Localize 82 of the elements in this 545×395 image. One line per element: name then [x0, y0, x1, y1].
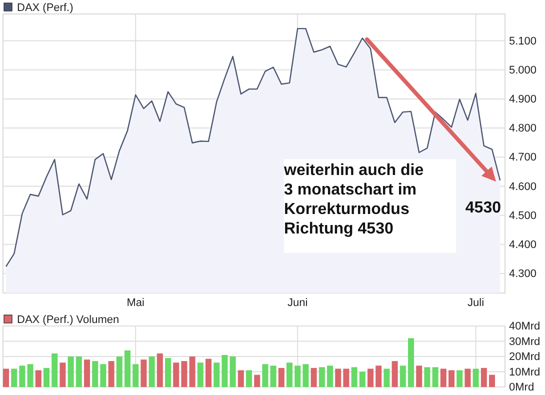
y-tick-label: 5.000 — [509, 64, 537, 76]
bar — [3, 368, 9, 387]
bar — [238, 370, 244, 387]
bar — [318, 367, 325, 387]
y-tick-label: 4.500 — [509, 210, 537, 222]
bar — [165, 358, 171, 387]
y-tick-label: 4.700 — [509, 152, 537, 164]
bar — [52, 353, 58, 387]
bar — [278, 368, 284, 387]
x-tick-label: Juli — [468, 296, 484, 309]
bar — [156, 353, 163, 387]
y-tick-label: 4.900 — [509, 93, 537, 106]
y-tick-label: 0Mrd — [509, 382, 534, 394]
y-tick-label: 4.300 — [509, 268, 537, 280]
bar — [270, 366, 276, 387]
bar — [456, 370, 463, 387]
bar — [189, 356, 196, 387]
bar — [400, 366, 406, 387]
bar — [19, 366, 26, 387]
bar — [376, 366, 382, 387]
bar — [124, 350, 130, 387]
bar — [148, 356, 155, 387]
bar — [140, 360, 147, 387]
y-tick-label: 4.400 — [509, 238, 537, 251]
bar — [92, 361, 98, 387]
bar — [310, 368, 317, 387]
bar — [254, 374, 260, 387]
bar — [335, 368, 342, 387]
bar — [294, 366, 301, 387]
legend-label: DAX (Perf.) Volumen — [17, 314, 120, 326]
bar — [100, 364, 106, 387]
bar — [230, 356, 236, 387]
bar — [246, 370, 252, 387]
bar — [384, 368, 390, 387]
bar — [108, 361, 114, 387]
bar — [181, 361, 188, 387]
bar — [173, 362, 180, 387]
bar — [432, 367, 438, 387]
bar — [351, 367, 358, 387]
bar — [60, 362, 66, 387]
bar — [222, 354, 228, 387]
bar — [416, 366, 422, 387]
bar — [197, 362, 204, 387]
bar — [392, 361, 398, 387]
annotation: 4530 — [465, 200, 502, 217]
bar — [214, 362, 220, 387]
annotation: weiterhin auch die 3 monatschart im Korrekturmodus Richtung 4530 — [283, 162, 424, 238]
bar — [359, 372, 366, 387]
bar — [286, 362, 292, 387]
y-tick-label: 10Mrd — [509, 366, 540, 378]
bar — [76, 356, 82, 387]
x-tick-label: Juni — [288, 296, 308, 309]
bar — [343, 368, 350, 387]
bar — [408, 338, 414, 387]
y-tick-label: 40Mrd — [509, 320, 540, 333]
bar — [11, 368, 18, 387]
bar — [424, 367, 430, 387]
y-tick-label: 5.100 — [509, 35, 537, 48]
bar — [302, 364, 309, 387]
bar — [206, 358, 212, 387]
x-tick-label: Mai — [126, 296, 144, 309]
bar — [448, 370, 454, 387]
bar — [132, 364, 139, 387]
bar — [480, 368, 487, 387]
bar — [327, 366, 333, 387]
bar — [464, 368, 471, 387]
bar — [440, 368, 446, 387]
bar — [116, 356, 122, 387]
bar — [489, 374, 495, 387]
y-tick-label: 4.600 — [509, 180, 537, 193]
bar — [368, 368, 374, 387]
bar — [44, 368, 50, 387]
y-tick-label: 30Mrd — [509, 336, 540, 348]
legend-label: DAX (Perf.) — [17, 2, 74, 14]
bar — [472, 368, 479, 387]
bar — [262, 364, 268, 387]
y-tick-label: 20Mrd — [509, 351, 540, 364]
bar — [84, 360, 90, 387]
bar — [35, 370, 42, 387]
bar — [68, 356, 74, 387]
y-tick-label: 4.800 — [509, 122, 537, 135]
bar — [27, 364, 34, 387]
